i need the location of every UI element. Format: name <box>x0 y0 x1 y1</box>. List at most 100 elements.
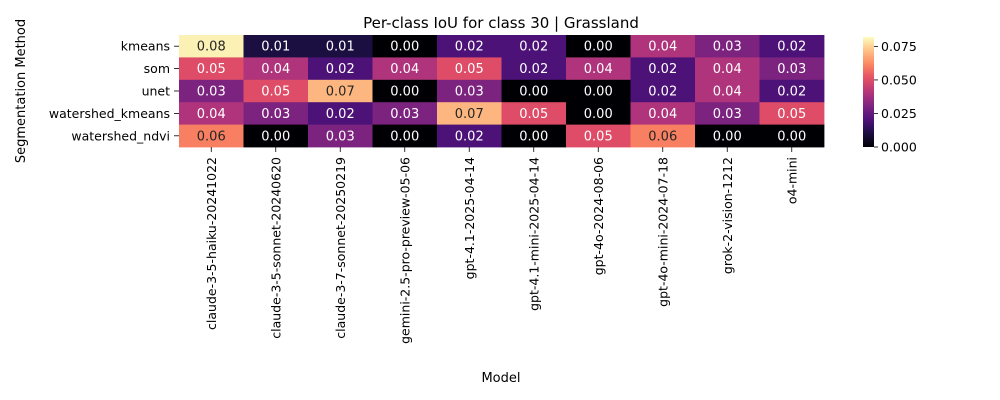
heatmap-cell <box>501 79 567 103</box>
heatmap-cell <box>437 79 502 103</box>
heatmap-cell-label: 0.04 <box>713 85 742 100</box>
heatmap-cell-label: 0.02 <box>326 62 355 77</box>
heatmap-cell-label: 0.00 <box>713 129 742 144</box>
heatmap-cell-label: 0.07 <box>326 85 355 100</box>
heatmap-cell-label: 0.00 <box>584 40 613 55</box>
x-axis-title: Model <box>481 371 520 386</box>
heatmap-cell <box>566 79 631 103</box>
y-tick-label: kmeans <box>121 39 170 54</box>
heatmap-cell <box>566 124 631 148</box>
heatmap-cell-label: 0.06 <box>197 129 226 144</box>
colorbar: 0.000 0.025 0.050 0.075 <box>863 37 917 155</box>
heatmap-cells <box>179 35 825 148</box>
heatmap-cell-label: 0.02 <box>455 129 484 144</box>
heatmap-cell <box>501 124 567 148</box>
y-tick-label: watershed_ndvi <box>71 128 170 143</box>
heatmap-cell <box>437 102 502 125</box>
heatmap-cell-label: 0.00 <box>390 85 419 100</box>
heatmap-cell <box>695 35 760 58</box>
heatmap-cell-label: 0.02 <box>519 40 548 55</box>
heatmap-cell <box>437 35 502 58</box>
colorbar-ticks: 0.000 0.025 0.050 0.075 <box>874 39 917 155</box>
heatmap-cell <box>630 102 696 125</box>
heatmap-cell-label: 0.02 <box>455 40 484 55</box>
heatmap-cell-label: 0.03 <box>455 85 484 100</box>
heatmap-cell-label: 0.00 <box>584 85 613 100</box>
x-tick-label: o4-mini <box>784 157 799 204</box>
colorbar-tick-label: 0.025 <box>881 106 917 121</box>
heatmap-cell-label: 0.00 <box>261 129 290 144</box>
heatmap-cell <box>501 35 567 58</box>
heatmap-cell <box>308 102 373 125</box>
heatmap-cell-label: 0.00 <box>390 40 419 55</box>
heatmap-cell-label: 0.02 <box>648 85 677 100</box>
x-tick-label: gemini-2.5-pro-preview-05-06 <box>397 157 412 344</box>
heatmap-cell <box>695 79 760 103</box>
x-tick-label: gpt-4.1-mini-2025-04-14 <box>526 157 541 311</box>
heatmap-cell <box>759 102 825 125</box>
heatmap-cell <box>630 79 696 103</box>
heatmap-cell-label: 0.04 <box>584 62 613 77</box>
heatmap-cell-label: 0.01 <box>261 40 290 55</box>
heatmap-cell <box>308 35 373 58</box>
colorbar-tick-label: 0.050 <box>881 72 917 87</box>
heatmap-cell <box>243 57 309 81</box>
heatmap-cell <box>630 124 696 148</box>
heatmap-cell <box>308 79 373 103</box>
heatmap-cell-label: 0.04 <box>648 107 677 122</box>
y-axis-title: Segmentation Method <box>14 19 29 163</box>
heatmap-cell <box>759 79 825 103</box>
heatmap-cell-label: 0.00 <box>519 85 548 100</box>
heatmap-cell <box>372 102 438 125</box>
x-tick-label: claude-3-7-sonnet-20250219 <box>333 157 348 339</box>
heatmap-cell <box>308 124 373 148</box>
x-tick-label: gpt-4.1-2025-04-14 <box>462 157 477 279</box>
heatmap-cell <box>372 57 438 81</box>
heatmap-cell-label: 0.01 <box>326 40 355 55</box>
heatmap-cell-label: 0.00 <box>519 129 548 144</box>
heatmap-cell-label: 0.05 <box>261 85 290 100</box>
chart-title: Per-class IoU for class 30 | Grassland <box>363 14 639 32</box>
heatmap-cell <box>759 124 825 148</box>
colorbar-tick-label: 0.075 <box>881 39 917 54</box>
heatmap-cell <box>695 102 760 125</box>
heatmap-cell <box>566 102 631 125</box>
heatmap-cell-label: 0.05 <box>519 107 548 122</box>
heatmap-cell <box>243 79 309 103</box>
heatmap-cell <box>437 57 502 81</box>
colorbar-tick-label: 0.000 <box>881 140 917 155</box>
heatmap-cell-label: 0.05 <box>197 62 226 77</box>
heatmap-cell-label: 0.02 <box>519 62 548 77</box>
heatmap-cell-label: 0.06 <box>648 129 677 144</box>
x-tick-label: claude-3-5-sonnet-20240620 <box>268 157 283 339</box>
heatmap-cell <box>243 35 309 58</box>
heatmap-cell-label: 0.07 <box>455 107 484 122</box>
heatmap-cell-label: 0.03 <box>390 107 419 122</box>
y-tick-label: watershed_kmeans <box>49 106 170 121</box>
heatmap-cell <box>566 57 631 81</box>
heatmap-cell-label: 0.00 <box>777 129 806 144</box>
x-tick-label: claude-3-5-haiku-20241022 <box>204 157 219 330</box>
heatmap-cell-label: 0.05 <box>584 129 613 144</box>
heatmap-cell-label: 0.08 <box>197 40 226 55</box>
heatmap-cell-label: 0.05 <box>777 107 806 122</box>
heatmap-cell-label: 0.03 <box>326 129 355 144</box>
x-axis-ticks: claude-3-5-haiku-20241022 claude-3-5-sonn… <box>204 147 799 344</box>
heatmap-cell <box>437 124 502 148</box>
heatmap-cell-label: 0.04 <box>648 40 677 55</box>
heatmap-cell <box>372 124 438 148</box>
heatmap-cell <box>501 57 567 81</box>
heatmap-cell-label: 0.04 <box>197 107 226 122</box>
heatmap-cell-label: 0.02 <box>648 62 677 77</box>
heatmap-cell <box>759 57 825 81</box>
heatmap-cell-labels: 0.08 0.01 0.01 0.00 0.02 0.02 0.00 0.04 0.03 0.02… <box>197 40 806 145</box>
heatmap-cell <box>372 35 438 58</box>
heatmap-cell <box>179 57 244 81</box>
heatmap-cell <box>308 57 373 81</box>
heatmap-cell <box>179 124 244 148</box>
heatmap-cell <box>759 35 825 58</box>
heatmap-cell-label: 0.00 <box>390 129 419 144</box>
heatmap-cell <box>179 102 244 125</box>
heatmap-cell-label: 0.03 <box>713 40 742 55</box>
y-tick-label: unet <box>142 84 171 99</box>
